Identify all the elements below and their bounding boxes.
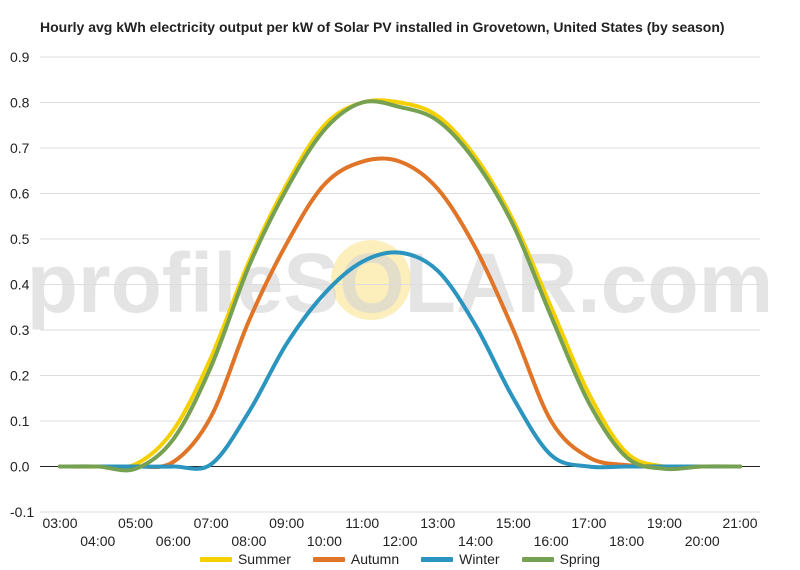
legend-swatch	[199, 556, 232, 562]
series-group	[58, 98, 742, 473]
y-tick-label: -0.1	[10, 504, 34, 520]
legend-label: Spring	[559, 551, 601, 567]
legend-swatch	[521, 556, 554, 562]
y-tick-label: 0.5	[10, 231, 30, 247]
x-tick-label: 15:00	[496, 515, 531, 531]
y-tick-label: 0.0	[10, 459, 30, 475]
x-axis: 03:00 05:00 07:00 09:00 11:00 13:00 15:00 17:00…	[42, 515, 757, 549]
y-tick-label: 0.7	[10, 140, 30, 156]
x-tick-label: 07:00	[194, 515, 229, 531]
x-tick-label: 08:00	[231, 533, 266, 549]
grid	[40, 56, 760, 513]
legend-item-summer: Summer	[199, 551, 291, 567]
x-tick-label: 06:00	[156, 533, 191, 549]
x-tick-label: 14:00	[458, 533, 493, 549]
y-tick-label: 0.8	[10, 95, 30, 111]
x-tick-label: 20:00	[685, 533, 720, 549]
legend-item-winter: Winter	[421, 551, 500, 567]
x-tick-label: 03:00	[42, 515, 77, 531]
x-tick-label: 05:00	[118, 515, 153, 531]
x-tick-label: 16:00	[534, 533, 569, 549]
watermark-text: profileSOLAR.com	[27, 236, 774, 330]
y-tick-label: 0.9	[10, 49, 30, 65]
x-tick-label: 21:00	[722, 515, 757, 531]
legend-swatch	[312, 556, 345, 562]
series-line-winter	[58, 250, 742, 471]
watermark: profileSOLAR.com	[27, 236, 774, 330]
x-tick-label: 13:00	[420, 515, 455, 531]
y-tick-label: 0.6	[10, 186, 30, 202]
x-tick-label: 04:00	[80, 533, 115, 549]
y-tick-label: 0.4	[10, 277, 30, 293]
legend-label: Winter	[459, 551, 500, 567]
x-tick-label: 10:00	[307, 533, 342, 549]
series-line-spring	[58, 99, 742, 473]
watermark-sun-icon	[331, 240, 411, 320]
y-axis: -0.1 0.0 0.1 0.2 0.3 0.4 0.5 0.6 0.7 0.8 0.9	[10, 49, 34, 520]
legend-item-spring: Spring	[521, 551, 601, 567]
x-tick-label: 17:00	[571, 515, 606, 531]
x-tick-label: 09:00	[269, 515, 304, 531]
chart-title: Hourly avg kWh electricity output per kW…	[40, 19, 725, 35]
series-line-summer	[58, 98, 742, 470]
legend-label: Summer	[237, 551, 291, 567]
y-tick-label: 0.2	[10, 368, 30, 384]
x-tick-label: 19:00	[647, 515, 682, 531]
x-tick-label: 18:00	[609, 533, 644, 549]
legend-label: Autumn	[350, 551, 400, 567]
legend-item-autumn: Autumn	[312, 551, 400, 567]
y-tick-label: 0.1	[10, 413, 30, 429]
y-tick-label: 0.3	[10, 322, 30, 338]
x-tick-label: 11:00	[345, 515, 379, 531]
legend: Summer Autumn Winter Spring	[0, 549, 800, 569]
legend-swatch	[421, 556, 454, 562]
x-tick-label: 12:00	[382, 533, 417, 549]
